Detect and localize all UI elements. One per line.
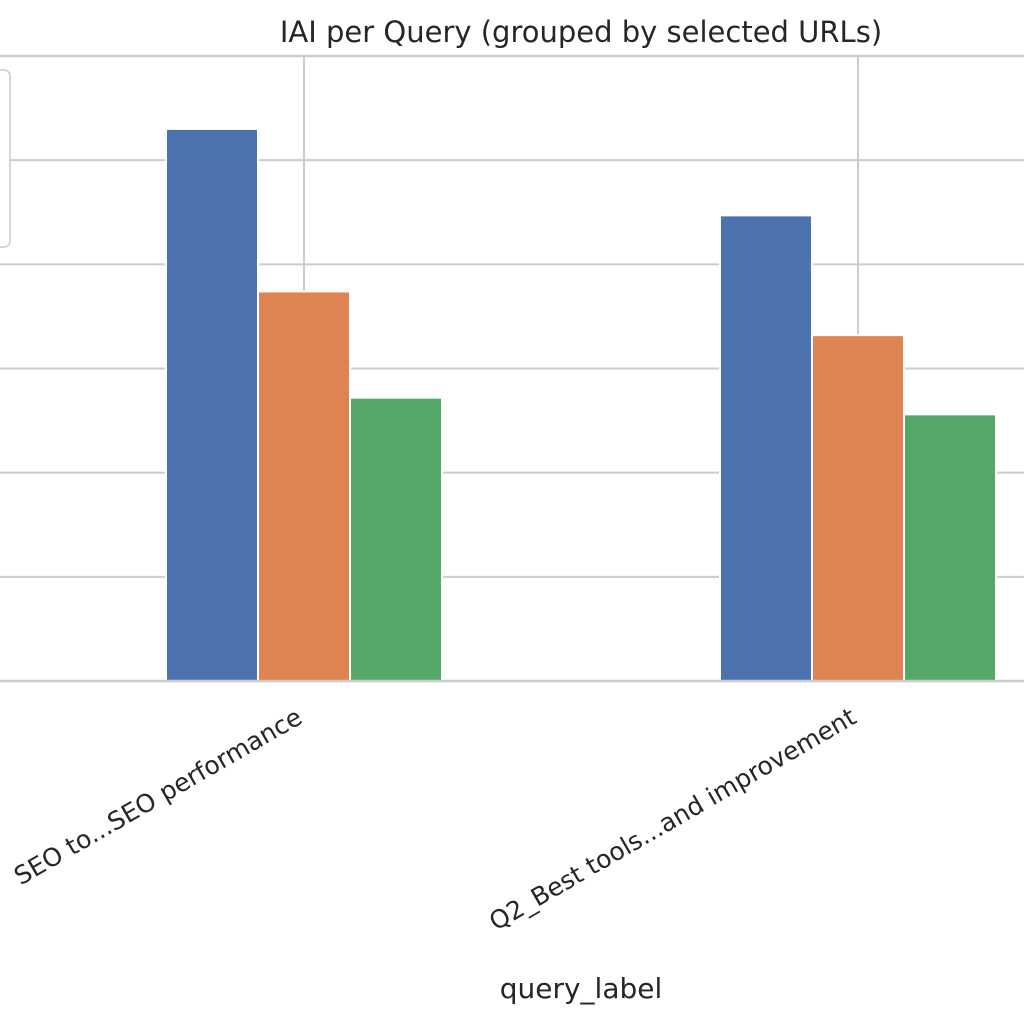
axis-layer <box>0 54 1024 683</box>
x-tick-label: Q2_Best tools...and improvement <box>484 702 861 936</box>
bar <box>165 127 259 682</box>
bar <box>903 413 997 682</box>
bar <box>811 334 905 682</box>
bar <box>257 290 351 682</box>
bar <box>349 396 443 682</box>
bar <box>719 214 813 682</box>
x-axis-label: query_label <box>500 972 663 1005</box>
chart-title: IAI per Query (grouped by selected URLs) <box>280 15 882 49</box>
bars-layer <box>165 127 997 682</box>
x-tick-label: SEO to...SEO performance <box>9 702 307 891</box>
legend-box <box>0 69 11 248</box>
